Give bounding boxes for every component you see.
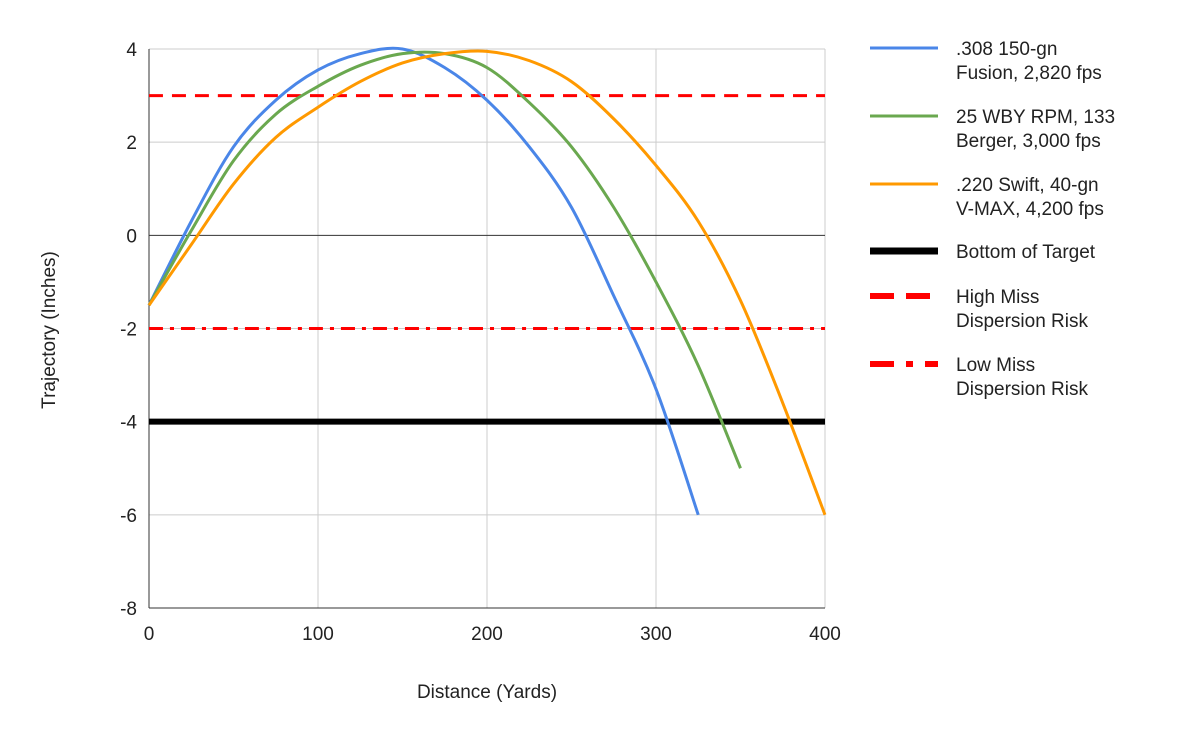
x-tick-label: 200 xyxy=(471,624,503,645)
x-tick-label: 0 xyxy=(144,624,155,645)
legend-label: .220 Swift, 40-gn xyxy=(956,175,1099,196)
x-axis-title: Distance (Yards) xyxy=(417,682,557,703)
y-tick-label: -6 xyxy=(120,506,137,527)
series-line-3 xyxy=(147,49,827,516)
legend-label: V-MAX, 4,200 fps xyxy=(956,199,1104,220)
legend-label: Bottom of Target xyxy=(956,242,1096,263)
series-lines xyxy=(147,46,827,516)
legend-label: Fusion, 2,820 fps xyxy=(956,63,1102,84)
x-tick-label: 100 xyxy=(302,624,334,645)
legend-label: High Miss xyxy=(956,287,1039,308)
y-tick-label: -8 xyxy=(120,599,137,620)
x-tick-label: 400 xyxy=(809,624,841,645)
legend: .308 150-gn Fusion, 2,820 fps 25 WBY RPM, … xyxy=(870,39,1115,400)
legend-label: Low Miss xyxy=(956,355,1035,376)
y-axis-title: Trajectory (Inches) xyxy=(39,251,60,409)
legend-label: Dispersion Risk xyxy=(956,379,1088,400)
y-tick-label: 2 xyxy=(126,133,137,154)
legend-label: Dispersion Risk xyxy=(956,311,1088,332)
tick-labels: 0 100 200 300 400 4 2 0 -2 -4 -6 -8 xyxy=(120,40,841,645)
legend-label: .308 150-gn xyxy=(956,39,1057,60)
legend-label: Berger, 3,000 fps xyxy=(956,131,1101,152)
y-tick-label: 4 xyxy=(126,40,137,61)
y-tick-label: -2 xyxy=(120,320,137,341)
reference-lines xyxy=(148,94,825,425)
series-line-2 xyxy=(147,50,742,469)
series-line-1 xyxy=(147,46,700,516)
x-tick-label: 300 xyxy=(640,624,672,645)
y-tick-label: 0 xyxy=(126,226,137,247)
legend-label: 25 WBY RPM, 133 xyxy=(956,107,1115,128)
y-tick-label: -4 xyxy=(120,413,137,434)
